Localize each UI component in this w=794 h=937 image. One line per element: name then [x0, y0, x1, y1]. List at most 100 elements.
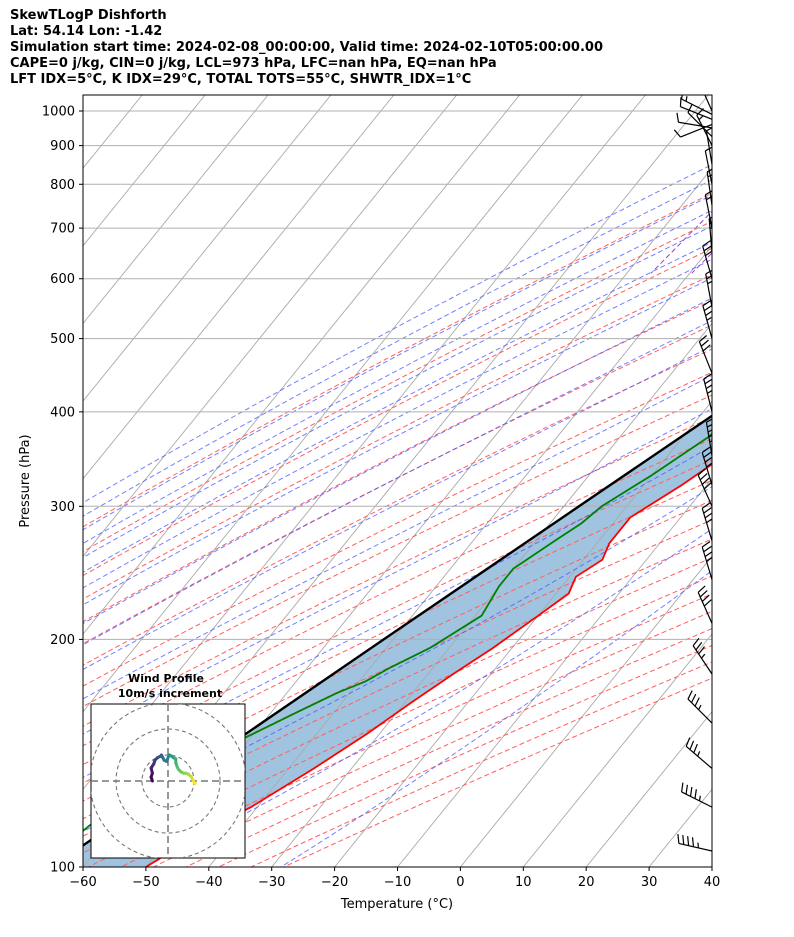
wind-barb-flag: [705, 146, 712, 152]
x-tick-label: −50: [132, 875, 159, 890]
wind-barb-flag: [696, 108, 704, 116]
wind-barb-half-flag: [706, 316, 712, 321]
wind-barb-staff: [687, 112, 712, 138]
wind-barb-staff: [696, 114, 712, 146]
wind-barb-flag: [701, 477, 710, 485]
wind-barb-staff: [678, 121, 712, 129]
wind-barb: [703, 373, 712, 412]
dry-adiabat-line: [83, 247, 712, 577]
isotherm-line: [145, 167, 712, 867]
wind-barb-half-flag: [698, 115, 704, 121]
inset-subtitle: 10m/s increment: [118, 687, 222, 700]
isotherm-line: [83, 95, 206, 247]
wind-barb-flag: [706, 275, 712, 280]
wind-barb-flag: [702, 240, 711, 247]
isotherm-line: [397, 478, 712, 867]
wind-barb: [687, 103, 712, 138]
wind-barb-flag: [707, 389, 712, 394]
wind-barb-flag: [709, 221, 712, 225]
moist-adiabat-line: [83, 164, 712, 504]
wind-barb: [676, 112, 712, 129]
wind-barb-flag: [699, 472, 708, 481]
wind-barb-flag: [708, 434, 712, 438]
wind-barb-flag: [703, 545, 712, 553]
wind-barb-flag: [706, 127, 712, 132]
wind-barb-flag: [682, 835, 685, 845]
x-tick-label: 30: [641, 875, 658, 890]
wind-barb-half-flag: [685, 96, 688, 102]
moist-adiabat-line: [83, 485, 712, 833]
wind-barb-flag: [694, 697, 700, 707]
wind-barb-flag: [705, 310, 712, 316]
x-tick-label: −20: [321, 875, 348, 890]
wind-barb-staff: [692, 645, 712, 675]
dry-adiabat-line: [83, 220, 712, 553]
wind-barb: [704, 146, 712, 185]
wind-barb-staff: [705, 422, 712, 456]
wind-barb-half-flag: [700, 653, 706, 659]
moist-adiabat-line: [83, 241, 712, 573]
isotherm-line: [83, 95, 332, 402]
wind-barb-flag: [676, 112, 680, 123]
wind-barb-half-flag: [709, 227, 712, 230]
y-tick-label: 1000: [42, 105, 75, 120]
wind-barb: [697, 468, 712, 507]
wind-barb: [705, 418, 712, 456]
wind-barb: [692, 637, 712, 675]
hodograph-segment: [192, 780, 197, 786]
wind-barb-flag: [703, 304, 712, 312]
wind-barb-staff: [705, 273, 712, 308]
wind-barb-flag: [701, 594, 710, 602]
y-tick-label: 400: [50, 405, 75, 420]
inset-title: Wind Profile: [128, 672, 204, 685]
wind-barb-flag: [690, 693, 697, 703]
wind-barb-flag: [703, 373, 712, 380]
isotherm-line: [83, 95, 395, 480]
dry-adiabat-line: [83, 438, 712, 747]
wind-barb-flag: [700, 339, 709, 347]
chart-header: SkewTLogP Dishforth Lat: 54.14 Lon: -1.4…: [10, 8, 603, 88]
wind-barb-staff: [687, 698, 712, 724]
isotherm-line: [585, 710, 712, 867]
dry-adiabat-line: [153, 610, 712, 867]
y-tick-label: 700: [50, 222, 75, 237]
wind-barb-flag: [701, 502, 711, 509]
wind-barb-flag: [706, 556, 712, 562]
wind-barb-flag: [680, 782, 684, 793]
y-tick-label: 600: [50, 272, 75, 287]
wind-barb: [680, 782, 712, 808]
isotherm-line: [208, 245, 712, 867]
wind-barb-flag: [685, 737, 691, 747]
isotherm-line: [83, 95, 269, 325]
x-tick-label: 10: [515, 875, 532, 890]
indices-line-2: LFT IDX=5°C, K IDX=29°C, TOTAL TOTS=55°C…: [10, 72, 472, 87]
wind-barb-half-flag: [698, 704, 702, 710]
wind-barb: [685, 737, 712, 769]
wind-barb-flag: [673, 129, 681, 138]
wind-barb-staff: [701, 546, 712, 580]
y-tick-label: 200: [50, 633, 75, 648]
wind-barb-staff: [697, 474, 712, 507]
wind-barb-flag: [677, 833, 680, 844]
wind-barb-flag: [700, 78, 707, 84]
y-axis-label: Pressure (hPa): [18, 434, 33, 527]
isotherm-line: [83, 95, 520, 635]
wind-barb-flag: [687, 690, 693, 700]
wind-barb-flag: [705, 269, 712, 275]
wind-barb-staff: [702, 305, 712, 339]
wind-barb-staff: [680, 106, 712, 120]
wind-barb-staff: [702, 245, 712, 279]
location-line: Lat: 54.14 Lon: -1.42: [10, 24, 163, 39]
moist-adiabat-line: [83, 277, 712, 606]
dry-adiabat-line: [88, 575, 712, 867]
y-tick-label: 300: [50, 500, 75, 515]
wind-barb-flag: [698, 646, 705, 655]
temperature-line: [145, 463, 712, 867]
wind-barb-flag: [701, 446, 711, 454]
wind-barb-flag: [706, 168, 712, 173]
wind-barb-staff: [685, 745, 712, 769]
moist-adiabat-line: [83, 209, 712, 544]
x-tick-label: 20: [578, 875, 595, 890]
isotherm-line: [522, 633, 712, 867]
wind-barb-staff: [704, 150, 712, 185]
